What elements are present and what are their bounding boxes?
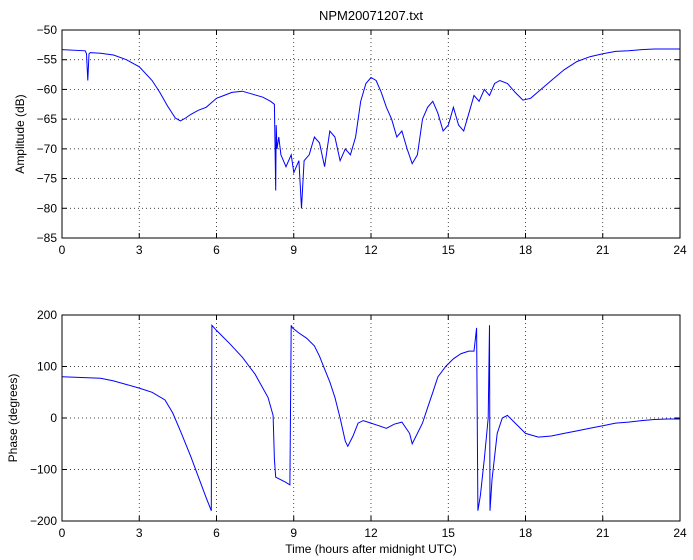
amplitude-x-tick-label: 3 [136,243,143,257]
amplitude-y-tick-label: −50 [37,23,58,37]
phase-x-tick-label: 0 [59,526,66,540]
phase-y-tick-label: −100 [30,463,57,477]
phase-x-axis-label: Time (hours after midnight UTC) [285,542,457,556]
amplitude-series-line [61,48,680,209]
phase-grid [62,315,680,521]
amplitude-x-tick-label: 18 [519,243,533,257]
phase-y-axis-label: Phase (degrees) [6,374,20,463]
phase-series-line [61,324,680,511]
amplitude-y-tick-label: −75 [37,172,58,186]
phase-x-tick-label: 24 [673,526,687,540]
amplitude-y-tick-label: −60 [37,82,58,96]
amplitude-chart-title: NPM20071207.txt [319,8,423,23]
phase-x-tick-label: 9 [290,526,297,540]
amplitude-x-tick-label: 24 [673,243,687,257]
amplitude-x-tick-label: 6 [213,243,220,257]
phase-y-tick-label: 100 [37,360,57,374]
amplitude-grid [62,30,680,238]
phase-x-tick-label: 12 [364,526,378,540]
amplitude-x-tick-label: 12 [364,243,378,257]
amplitude-y-tick-label: −55 [37,53,58,67]
amplitude-ticks: 0 3 6 9 12 15 18 21 24 −85 −80 −75 −70 −65 −60 −55 −50 [37,23,687,257]
phase-y-tick-label: 0 [50,411,57,425]
amplitude-x-tick-label: 15 [442,243,456,257]
phase-x-tick-label: 21 [596,526,610,540]
phase-y-tick-label: 200 [37,308,57,322]
phase-ticks: 0 3 6 9 12 15 18 21 24 −200 −100 0 100 200 [30,308,687,540]
phase-x-tick-label: 15 [442,526,456,540]
amplitude-x-tick-label: 21 [596,243,610,257]
amplitude-y-tick-label: −70 [37,142,58,156]
amplitude-y-axis-label: Amplitude (dB) [13,94,27,173]
phase-axes: 0 3 6 9 12 15 18 21 24 −200 −100 0 100 200 Phase (deg… [6,308,687,556]
phase-series-layer [61,324,680,511]
phase-x-tick-label: 3 [136,526,143,540]
amplitude-y-tick-label: −85 [37,231,58,245]
phase-x-tick-label: 6 [213,526,220,540]
phase-x-tick-label: 18 [519,526,533,540]
amplitude-y-tick-label: −80 [37,201,58,215]
amplitude-series-layer [61,48,680,209]
phase-y-tick-label: −200 [30,514,57,528]
amplitude-x-tick-label: 9 [290,243,297,257]
amplitude-axes: 0 3 6 9 12 15 18 21 24 −85 −80 −75 −70 −65 −60 −55 −50 N… [13,8,687,257]
amplitude-x-tick-label: 0 [59,243,66,257]
amplitude-y-tick-label: −65 [37,112,58,126]
